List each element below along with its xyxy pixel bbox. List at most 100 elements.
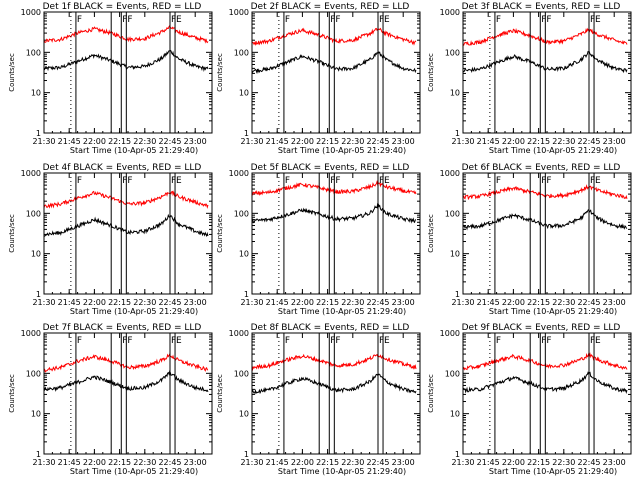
event-marker-label: F — [330, 176, 335, 186]
x-tick-label: 21:45 — [266, 298, 289, 307]
y-tick-label: 1000 — [229, 169, 249, 178]
x-tick-label: 23:00 — [603, 137, 626, 146]
y-tick-label: 10 — [31, 410, 41, 419]
x-tick-label: 21:45 — [58, 458, 81, 467]
x-tick-label: 22:15 — [527, 137, 550, 146]
x-tick-label: 22:45 — [366, 298, 389, 307]
y-tick-label: 10 — [239, 410, 249, 419]
event-marker-label: F — [127, 336, 132, 346]
x-tick-label: 22:15 — [108, 137, 131, 146]
x-tick-label: 22:15 — [108, 458, 131, 467]
x-tick-label: 22:45 — [158, 458, 181, 467]
x-tick-label: 22:00 — [502, 458, 525, 467]
x-tick-label: 21:30 — [240, 137, 263, 146]
y-tick-label: 1 — [455, 450, 460, 459]
event-marker-label: F — [546, 176, 551, 186]
y-tick-label: 100 — [234, 209, 249, 218]
x-tick-label: 22:15 — [316, 458, 339, 467]
x-tick-label: 21:45 — [266, 137, 289, 146]
event-marker-label: E — [176, 176, 182, 186]
panel-title: Det 6f BLACK = Events, RED = LLD — [462, 163, 621, 173]
event-marker-label: F — [285, 336, 290, 346]
panel-det-3f: Det 3f BLACK = Events, RED = LLD Counts/s… — [427, 2, 632, 155]
x-axis-label: Start Time (10-Apr-05 21:29:40) — [278, 467, 406, 476]
x-tick-label: 21:30 — [240, 458, 263, 467]
panel-det-8f: Det 8f BLACK = Events, RED = LLD Counts/s… — [216, 323, 421, 476]
panel-det-9f: Det 9f BLACK = Events, RED = LLD Counts/s… — [427, 323, 632, 476]
plot-frame — [251, 11, 421, 134]
y-axis-label: Counts/sec — [8, 53, 16, 92]
x-tick-label: 22:00 — [291, 458, 314, 467]
x-tick-label: 21:30 — [32, 137, 55, 146]
y-tick-label: 1 — [36, 129, 41, 138]
x-tick-label: 22:45 — [158, 298, 181, 307]
panel-det-6f: Det 6f BLACK = Events, RED = LLD Counts/s… — [427, 163, 632, 316]
y-axis-label: Counts/sec — [427, 214, 435, 253]
event-marker-label: F — [546, 336, 551, 346]
x-tick-label: 22:45 — [577, 458, 600, 467]
event-marker-label: F — [590, 176, 595, 186]
y-axis-label: Counts/sec — [427, 374, 435, 413]
y-tick-label: 100 — [26, 48, 41, 57]
event-marker-label: F — [127, 176, 132, 186]
plot-frame — [43, 11, 213, 134]
x-axis-label: Start Time (10-Apr-05 21:29:40) — [489, 467, 617, 476]
x-tick-label: 22:00 — [502, 137, 525, 146]
event-marker-label: F — [379, 336, 384, 346]
plot-frame — [462, 11, 632, 134]
event-marker-label: F — [122, 15, 127, 25]
x-tick-label: 22:30 — [341, 458, 364, 467]
event-marker-label: F — [590, 336, 595, 346]
x-tick-label: 21:45 — [477, 137, 500, 146]
x-tick-label: 23:00 — [392, 298, 415, 307]
x-tick-label: 22:15 — [527, 298, 550, 307]
plot-frame — [462, 332, 632, 455]
y-tick-label: 10 — [31, 89, 41, 98]
event-marker-label: E — [176, 15, 182, 25]
y-tick-label: 10 — [239, 250, 249, 259]
x-tick-label: 21:30 — [32, 458, 55, 467]
x-tick-label: 22:00 — [502, 298, 525, 307]
event-marker-label: F — [77, 336, 82, 346]
x-tick-label: 21:45 — [477, 458, 500, 467]
x-tick-label: 22:15 — [527, 458, 550, 467]
event-marker-label: F — [171, 176, 176, 186]
panel-title: Det 2f BLACK = Events, RED = LLD — [251, 2, 410, 12]
panel-title: Det 7f BLACK = Events, RED = LLD — [43, 323, 202, 333]
event-marker-label: F — [285, 15, 290, 25]
x-tick-label: 22:15 — [316, 137, 339, 146]
x-tick-label: 22:30 — [341, 298, 364, 307]
x-tick-label: 22:30 — [133, 137, 156, 146]
x-tick-label: 23:00 — [392, 137, 415, 146]
x-tick-label: 22:45 — [577, 137, 600, 146]
x-tick-label: 22:00 — [83, 458, 106, 467]
event-marker-label: F — [171, 336, 176, 346]
y-tick-label: 1 — [244, 129, 249, 138]
event-marker-label: F — [335, 336, 340, 346]
x-tick-label: 21:45 — [58, 298, 81, 307]
y-tick-label: 100 — [234, 369, 249, 378]
y-tick-label: 1 — [36, 450, 41, 459]
y-tick-label: 10 — [450, 250, 460, 259]
x-tick-label: 23:00 — [184, 298, 207, 307]
y-tick-label: 1 — [455, 129, 460, 138]
x-tick-label: 22:00 — [291, 137, 314, 146]
y-axis-label: Counts/sec — [427, 53, 435, 92]
event-marker-label: F — [546, 15, 551, 25]
event-marker-label: E — [595, 176, 601, 186]
y-tick-label: 100 — [26, 209, 41, 218]
panel-det-7f: Det 7f BLACK = Events, RED = LLD Counts/s… — [8, 323, 213, 476]
y-tick-label: 100 — [445, 369, 460, 378]
y-axis-label: Counts/sec — [8, 214, 16, 253]
x-tick-label: 22:30 — [133, 298, 156, 307]
panel-title: Det 1f BLACK = Events, RED = LLD — [43, 2, 202, 12]
y-tick-label: 10 — [31, 250, 41, 259]
plot-frame — [462, 172, 632, 295]
x-tick-label: 21:30 — [451, 458, 474, 467]
y-tick-label: 1000 — [440, 329, 460, 338]
x-tick-label: 22:30 — [133, 458, 156, 467]
x-tick-label: 21:45 — [477, 298, 500, 307]
x-tick-label: 22:15 — [108, 298, 131, 307]
y-tick-label: 1 — [244, 450, 249, 459]
event-marker-label: F — [496, 15, 501, 25]
